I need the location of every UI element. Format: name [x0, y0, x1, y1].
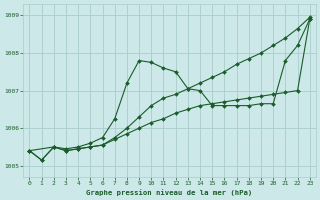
X-axis label: Graphe pression niveau de la mer (hPa): Graphe pression niveau de la mer (hPa)	[86, 189, 253, 196]
